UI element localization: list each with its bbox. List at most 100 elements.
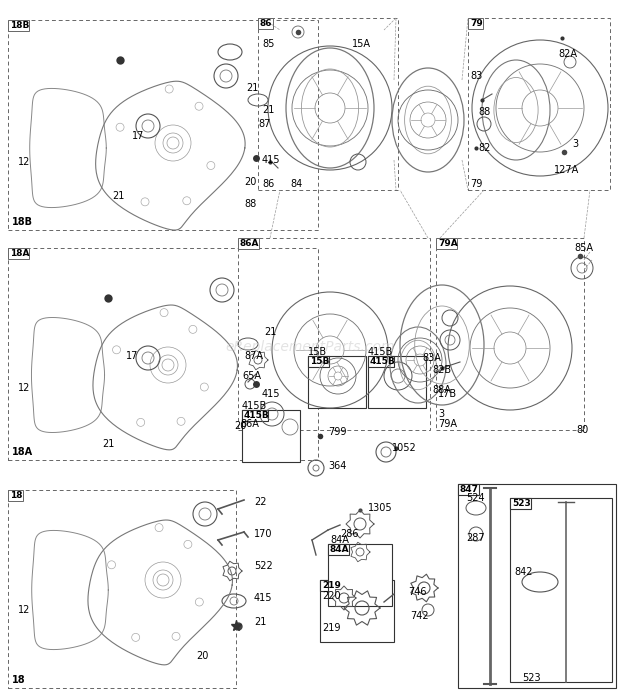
Text: 12: 12 xyxy=(18,157,30,167)
Text: 127A: 127A xyxy=(554,165,579,175)
Text: 85A: 85A xyxy=(574,243,593,253)
Text: 88: 88 xyxy=(244,199,256,209)
Text: 17: 17 xyxy=(126,351,138,361)
Text: 18B: 18B xyxy=(10,21,29,30)
Bar xyxy=(258,18,273,29)
Text: 88A: 88A xyxy=(432,385,451,395)
Text: 86A: 86A xyxy=(240,239,260,248)
Text: 21: 21 xyxy=(246,83,259,93)
Text: 88: 88 xyxy=(478,107,490,117)
Text: 15A: 15A xyxy=(352,39,371,49)
Bar xyxy=(8,490,236,688)
Bar xyxy=(510,498,612,682)
Text: 79: 79 xyxy=(470,179,482,189)
Bar xyxy=(242,410,268,421)
Text: 82A: 82A xyxy=(558,49,577,59)
Text: 15B: 15B xyxy=(310,357,329,366)
Bar xyxy=(8,248,318,460)
Bar xyxy=(238,238,259,249)
Text: 415: 415 xyxy=(254,593,273,603)
Text: 12: 12 xyxy=(18,383,30,393)
Bar xyxy=(258,18,398,190)
Text: 86: 86 xyxy=(260,19,273,28)
Bar xyxy=(8,20,29,31)
Text: 220: 220 xyxy=(322,591,340,601)
Text: 842: 842 xyxy=(514,567,533,577)
Text: 22: 22 xyxy=(254,497,267,507)
Text: 18: 18 xyxy=(10,491,22,500)
Text: 18A: 18A xyxy=(10,249,30,258)
Bar xyxy=(458,484,616,688)
Bar xyxy=(468,18,610,190)
Text: 524: 524 xyxy=(466,493,485,503)
Text: 415B: 415B xyxy=(244,411,270,420)
Text: 523: 523 xyxy=(522,673,541,683)
Text: 80: 80 xyxy=(576,425,588,435)
Text: 3: 3 xyxy=(438,409,444,419)
Text: 79A: 79A xyxy=(438,419,457,429)
Text: 12: 12 xyxy=(18,605,30,615)
Text: 86A: 86A xyxy=(240,419,259,429)
Text: 21: 21 xyxy=(112,191,125,201)
Text: 18B: 18B xyxy=(12,217,33,227)
Text: 286: 286 xyxy=(340,529,358,539)
Bar xyxy=(328,544,348,555)
Text: 79: 79 xyxy=(470,19,483,28)
Text: 21: 21 xyxy=(262,105,275,115)
Text: 523: 523 xyxy=(512,499,531,508)
Text: 20: 20 xyxy=(196,651,208,661)
Text: 82: 82 xyxy=(478,143,490,153)
Text: 84: 84 xyxy=(290,179,303,189)
Bar xyxy=(368,356,426,408)
Bar xyxy=(468,18,483,29)
Bar xyxy=(8,248,29,259)
Text: 3: 3 xyxy=(572,139,578,149)
Text: 364: 364 xyxy=(328,461,347,471)
Bar xyxy=(8,20,318,230)
Text: 1305: 1305 xyxy=(368,503,392,513)
Bar xyxy=(328,544,392,606)
Text: 415B: 415B xyxy=(242,401,267,411)
Bar xyxy=(368,356,394,367)
Text: 219: 219 xyxy=(322,623,340,633)
Text: 87: 87 xyxy=(258,119,270,129)
Text: 18: 18 xyxy=(12,675,25,685)
Text: 522: 522 xyxy=(254,561,273,571)
Text: 746: 746 xyxy=(408,587,427,597)
Text: 20: 20 xyxy=(244,177,257,187)
Text: 86: 86 xyxy=(262,179,274,189)
Text: 847: 847 xyxy=(460,485,479,494)
Text: 83A: 83A xyxy=(422,353,441,363)
Text: 65A: 65A xyxy=(242,371,261,381)
Text: 1052: 1052 xyxy=(392,443,417,453)
Text: 799: 799 xyxy=(328,427,347,437)
Bar xyxy=(510,498,531,509)
Bar xyxy=(308,356,329,367)
Text: 415B: 415B xyxy=(370,357,396,366)
Text: 87A: 87A xyxy=(244,351,263,361)
Text: 79A: 79A xyxy=(438,239,458,248)
Bar xyxy=(320,580,394,642)
Text: 82B: 82B xyxy=(432,365,451,375)
Bar xyxy=(308,356,366,408)
Text: 18A: 18A xyxy=(12,447,33,457)
Text: 84A: 84A xyxy=(330,535,349,545)
Text: 287: 287 xyxy=(466,533,485,543)
Text: 21: 21 xyxy=(264,327,277,337)
Text: 17: 17 xyxy=(132,131,144,141)
Bar xyxy=(8,490,23,501)
Text: 415: 415 xyxy=(262,389,280,399)
Bar xyxy=(320,580,340,591)
Text: 17B: 17B xyxy=(438,389,457,399)
Bar xyxy=(458,484,479,495)
Text: eReplacementParts.com: eReplacementParts.com xyxy=(225,340,395,353)
Text: 415: 415 xyxy=(262,155,280,165)
Text: 84A: 84A xyxy=(330,545,350,554)
Text: 83: 83 xyxy=(470,71,482,81)
Bar xyxy=(436,238,456,249)
Text: 170: 170 xyxy=(254,529,273,539)
Bar xyxy=(436,238,584,430)
Text: 15B: 15B xyxy=(308,347,327,357)
Text: 415B: 415B xyxy=(368,347,393,357)
Text: 742: 742 xyxy=(410,611,428,621)
